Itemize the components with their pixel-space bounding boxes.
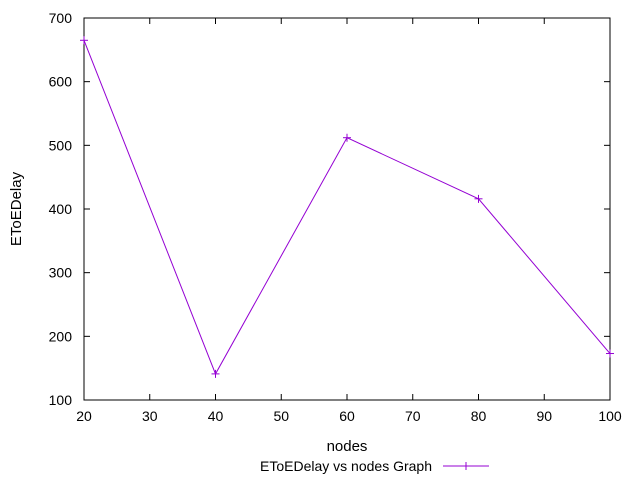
x-tick-label: 70	[405, 408, 421, 424]
series-layer	[80, 36, 614, 378]
x-tick-label: 20	[76, 408, 92, 424]
x-tick-label: 100	[598, 408, 622, 424]
x-tick-label: 60	[339, 408, 355, 424]
x-tick-label: 40	[208, 408, 224, 424]
y-tick-label: 700	[49, 10, 73, 26]
data-point	[343, 133, 351, 142]
legend-swatch	[443, 462, 489, 470]
x-axis-label: nodes	[327, 438, 368, 455]
y-tick-label: 200	[49, 328, 73, 344]
x-tick-label: 50	[273, 408, 289, 424]
data-point	[211, 369, 220, 378]
legend-marker	[462, 462, 470, 470]
plot-frame	[83, 17, 611, 401]
legend-label: EToEDelay vs nodes Graph	[260, 458, 432, 474]
x-tick-label: 80	[471, 408, 487, 424]
data-point	[80, 36, 88, 45]
y-tick-label: 400	[49, 201, 73, 217]
series-line	[83, 40, 611, 376]
y-axis-label: EToEDelay	[8, 171, 25, 246]
y-tick-label: 600	[49, 74, 73, 90]
x-tick-label: 90	[536, 408, 552, 424]
x-tick-label: 30	[142, 408, 158, 424]
data-point	[606, 349, 614, 358]
y-tick-label: 300	[49, 265, 73, 281]
y-tick-label: 500	[49, 137, 73, 153]
data-point	[474, 194, 483, 203]
y-tick-label: 100	[49, 392, 73, 408]
y-axis-ticks: 100 200 300 400 500 600 700	[49, 10, 610, 408]
legend: EToEDelay vs nodes Graph	[260, 458, 489, 474]
x-axis-ticks: 20 30 40 50 60 70 80 90 100	[76, 18, 622, 424]
